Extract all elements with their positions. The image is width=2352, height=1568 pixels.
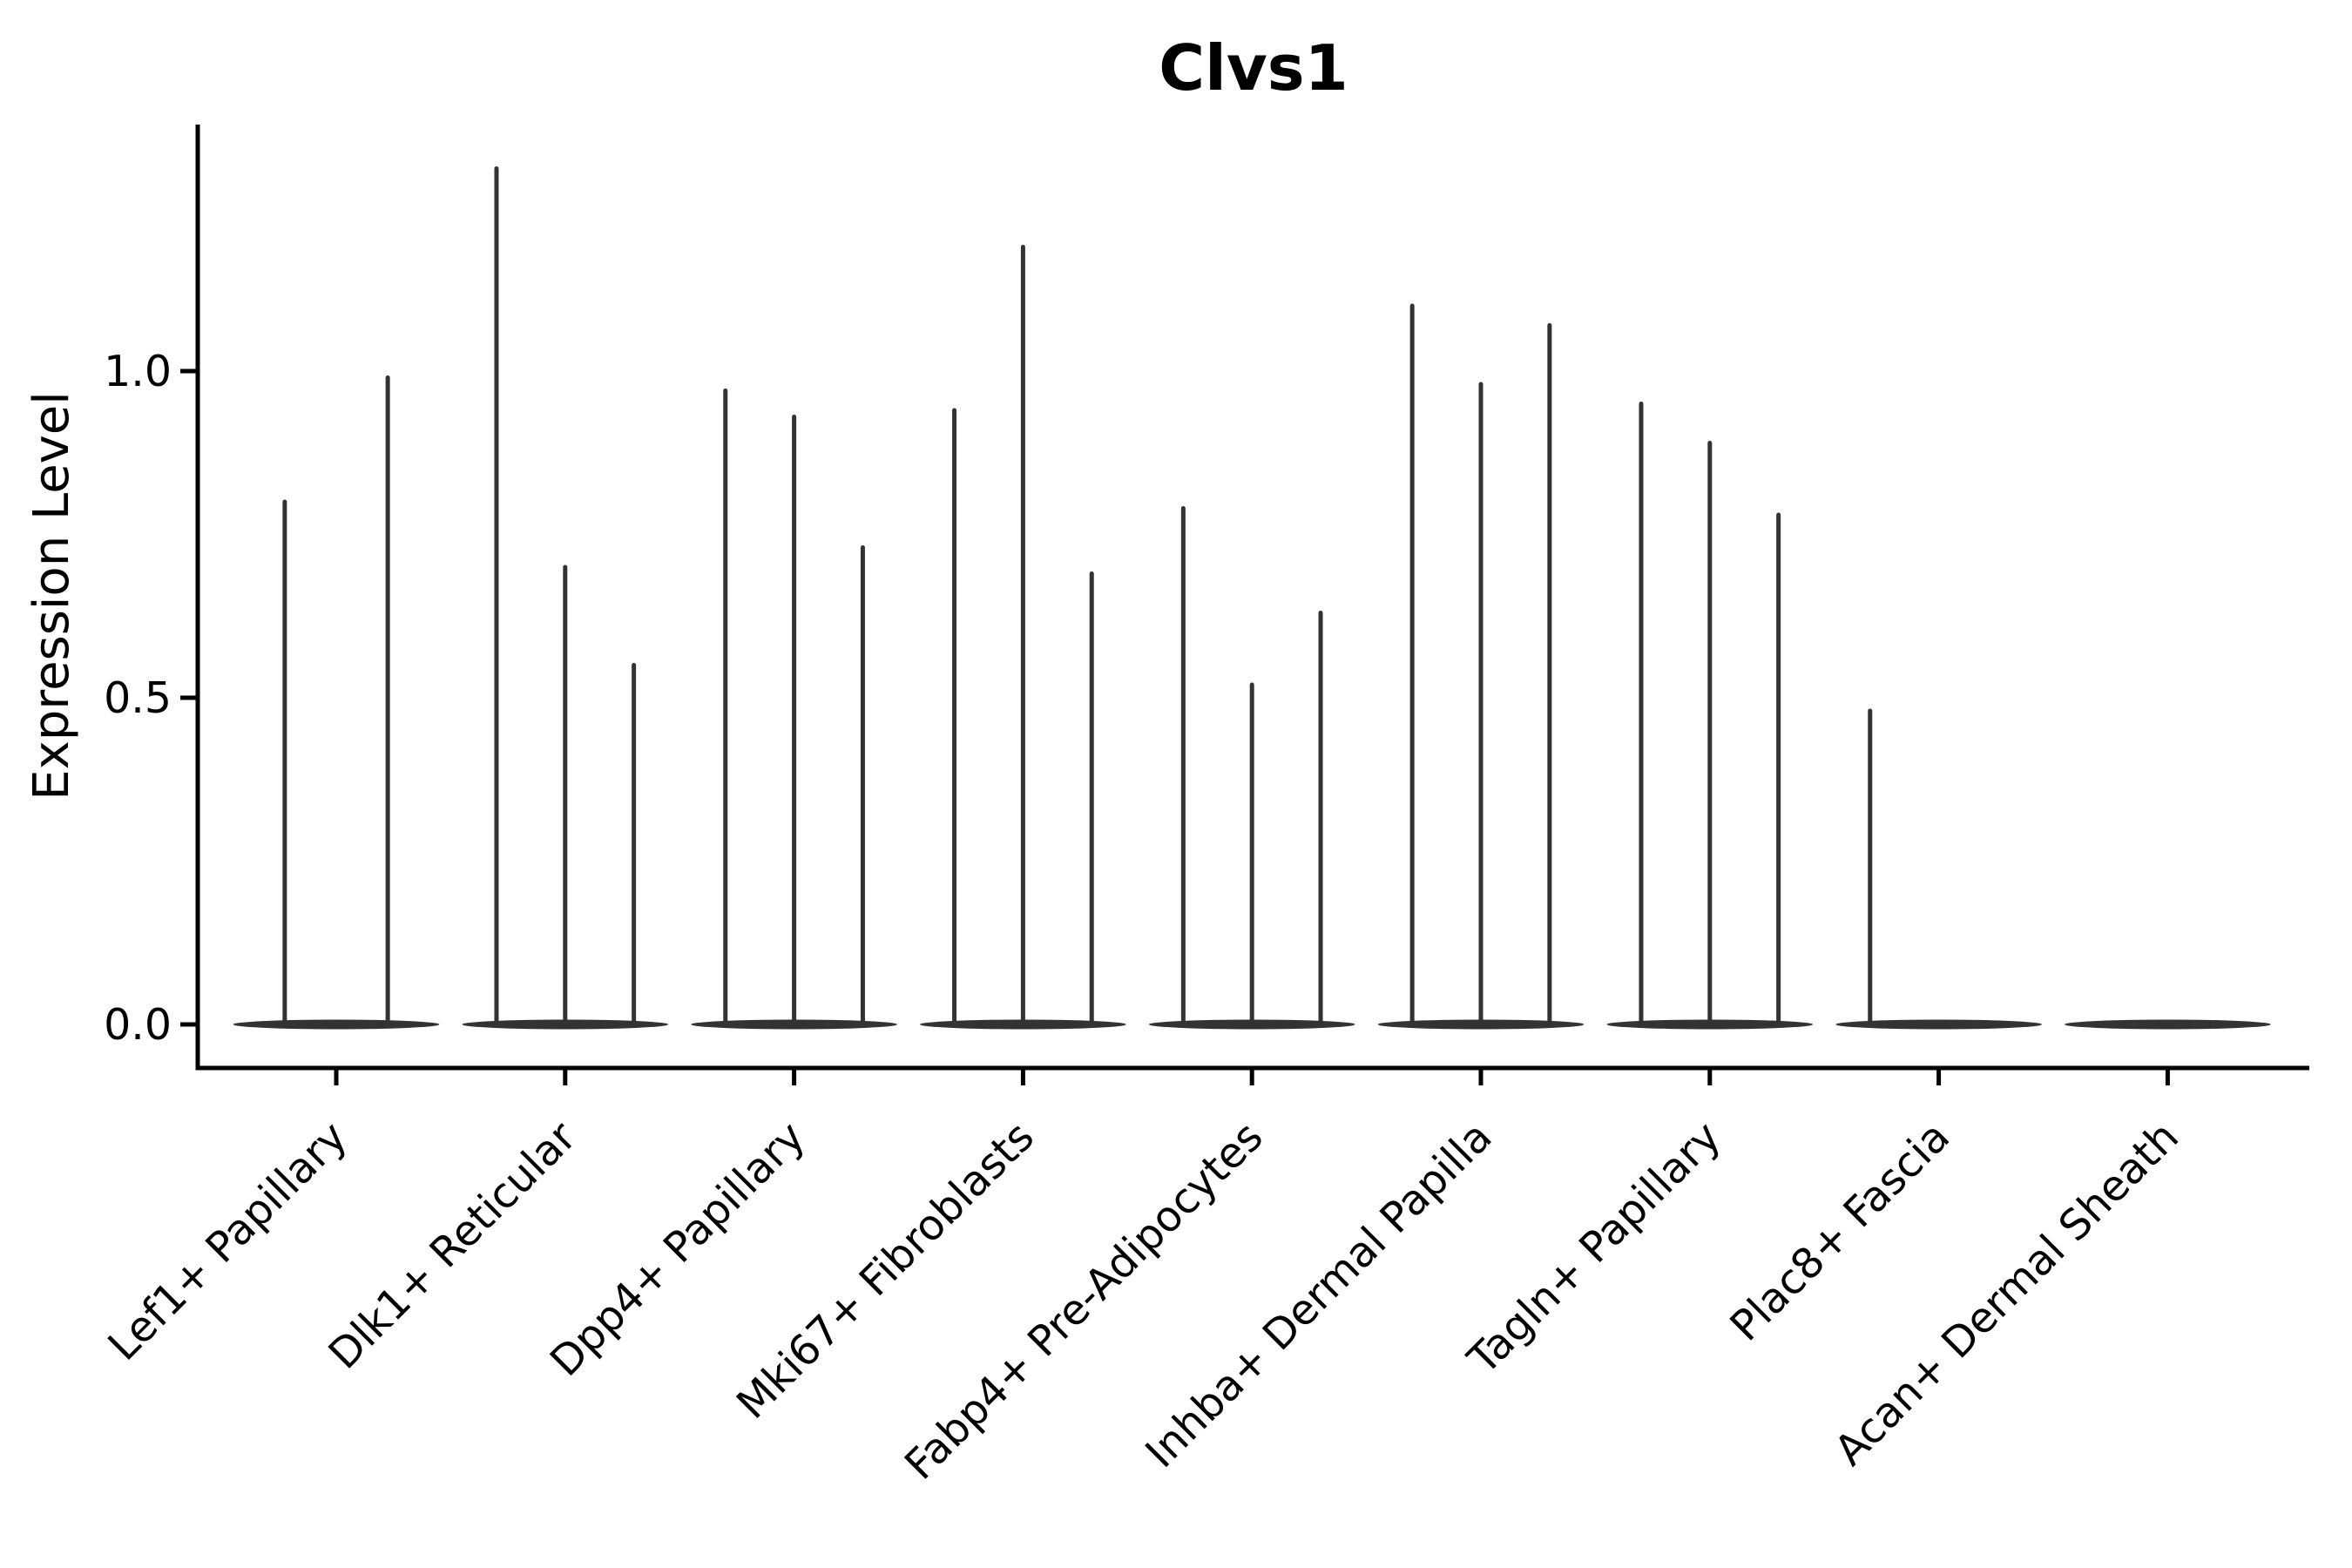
- x-tick-label: Tagln+ Papillary: [1458, 1112, 1730, 1384]
- violin-group: [1606, 402, 1814, 1030]
- violin-group: [1377, 303, 1585, 1030]
- x-tick-label: Dlk1+ Reticular: [320, 1112, 586, 1379]
- violin-group: [1835, 708, 2042, 1030]
- violin-group: [691, 389, 897, 1030]
- violin-group: [233, 375, 440, 1030]
- chart-title: Clvs1: [1159, 31, 1348, 105]
- violin-group: [1148, 506, 1355, 1030]
- violin-group: [462, 166, 669, 1030]
- y-tick-label: 1.0: [104, 347, 172, 396]
- violin-base: [2065, 1019, 2271, 1030]
- y-tick-label: 0.0: [104, 1000, 172, 1050]
- x-tick-label: Plac8+ Fascia: [1721, 1112, 1960, 1351]
- x-tick-label: Lef1+ Papillary: [99, 1112, 357, 1370]
- violin-group: [2065, 1019, 2271, 1030]
- y-axis-label: Expression Level: [24, 391, 80, 801]
- y-tick-label: 0.5: [104, 673, 172, 723]
- violins-layer: [233, 166, 2271, 1030]
- violin-base: [233, 1019, 440, 1030]
- x-tick-label: Dpp4+ Papillary: [541, 1112, 814, 1386]
- violin-base: [1835, 1019, 2042, 1030]
- violin-group: [920, 245, 1126, 1030]
